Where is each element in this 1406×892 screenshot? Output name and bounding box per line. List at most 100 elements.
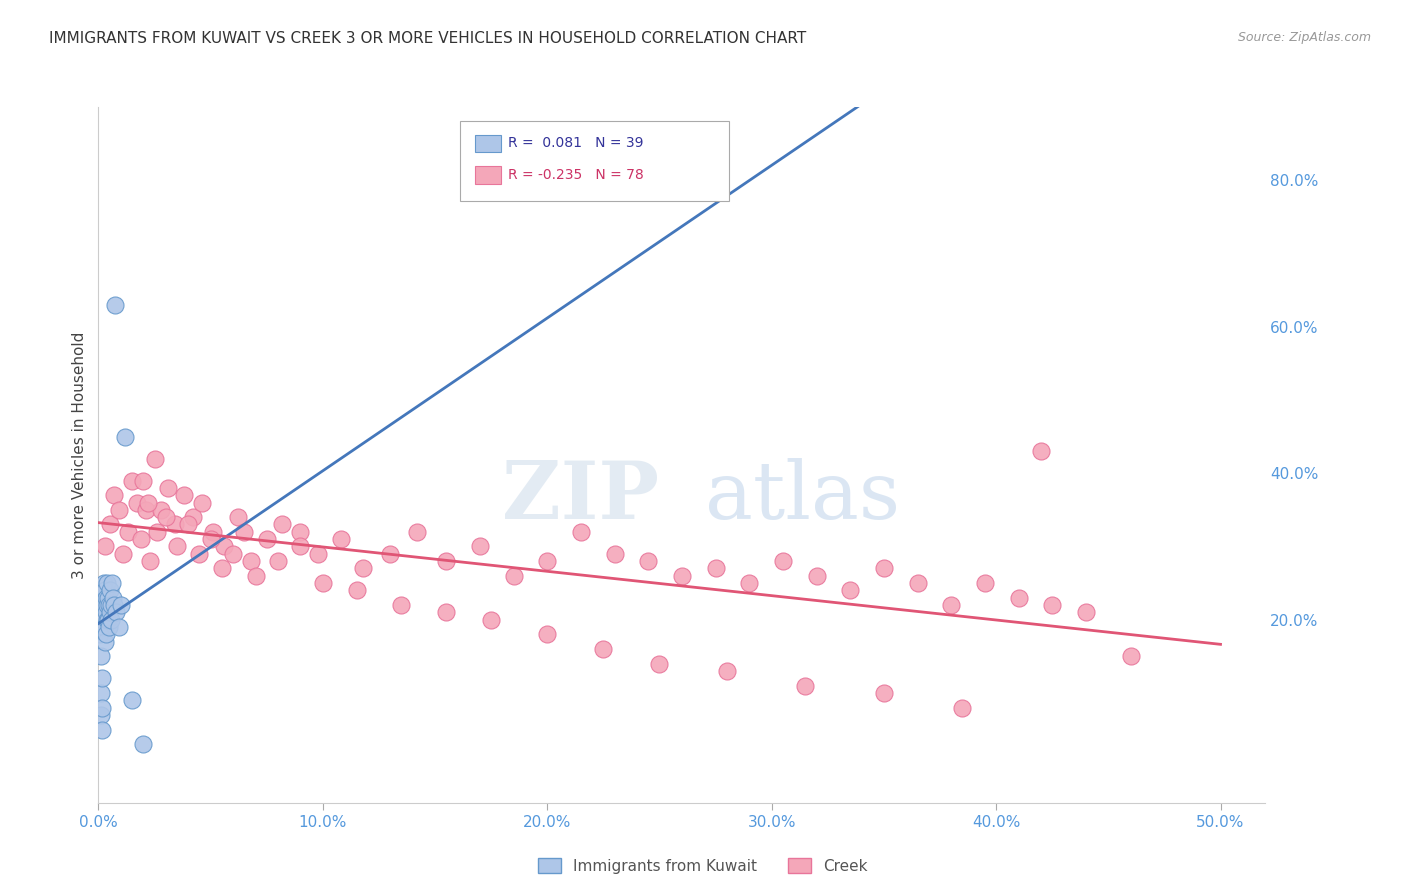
Point: [173, 488, 195, 502]
Point: [873, 686, 896, 700]
Point: [271, 517, 294, 532]
Point: [103, 488, 125, 502]
Point: [212, 540, 235, 554]
Point: [94, 540, 117, 554]
Point: [226, 510, 249, 524]
Point: [96, 613, 118, 627]
Point: [1040, 598, 1063, 612]
Point: [352, 561, 374, 575]
Text: R =  0.081   N = 39: R = 0.081 N = 39: [508, 136, 644, 150]
Point: [290, 524, 312, 539]
Point: [91, 671, 114, 685]
Point: [96, 591, 118, 605]
Text: R = -0.235   N = 78: R = -0.235 N = 78: [508, 168, 644, 182]
Point: [1007, 591, 1029, 605]
Point: [100, 598, 122, 612]
Point: [150, 503, 173, 517]
Point: [105, 606, 128, 620]
Text: IMMIGRANTS FROM KUWAIT VS CREEK 3 OR MORE VEHICLES IN HOUSEHOLD CORRELATION CHAR: IMMIGRANTS FROM KUWAIT VS CREEK 3 OR MOR…: [49, 31, 807, 46]
Point: [96, 598, 118, 612]
Point: [406, 524, 429, 539]
Point: [738, 576, 761, 591]
Point: [155, 510, 177, 524]
Point: [94, 627, 117, 641]
Point: [90, 723, 112, 737]
Point: [536, 627, 558, 641]
Point: [188, 547, 211, 561]
Point: [97, 598, 120, 612]
Bar: [475, 135, 501, 153]
Point: [389, 598, 412, 612]
Point: [222, 547, 245, 561]
Point: [973, 576, 995, 591]
Point: [143, 451, 166, 466]
Point: [101, 591, 124, 605]
Point: [502, 568, 524, 582]
Point: [716, 664, 738, 678]
Point: [91, 613, 114, 627]
Point: [114, 429, 136, 443]
Point: [479, 613, 502, 627]
Point: [671, 568, 693, 582]
Point: [93, 591, 115, 605]
Point: [245, 568, 267, 582]
Point: [125, 495, 148, 509]
Point: [94, 606, 117, 620]
Point: [89, 627, 111, 641]
FancyBboxPatch shape: [460, 121, 728, 201]
Point: [98, 517, 121, 532]
Point: [211, 561, 233, 575]
Point: [177, 517, 200, 532]
Point: [907, 576, 929, 591]
Point: [121, 693, 143, 707]
Point: [110, 598, 132, 612]
Point: [1029, 444, 1052, 458]
Point: [806, 568, 828, 582]
Point: [290, 540, 312, 554]
Point: [90, 649, 112, 664]
Point: [121, 474, 143, 488]
Point: [569, 524, 592, 539]
Point: [132, 737, 155, 751]
Y-axis label: 3 or more Vehicles in Household: 3 or more Vehicles in Household: [72, 331, 87, 579]
Point: [146, 524, 169, 539]
Point: [112, 547, 135, 561]
Point: [267, 554, 290, 568]
Point: [329, 532, 352, 546]
Point: [90, 707, 112, 722]
Point: [704, 561, 727, 575]
Point: [307, 547, 329, 561]
Point: [190, 495, 212, 509]
Point: [648, 657, 671, 671]
Bar: [475, 166, 501, 184]
Text: Source: ZipAtlas.com: Source: ZipAtlas.com: [1237, 31, 1371, 45]
Point: [93, 634, 115, 648]
Point: [941, 598, 963, 612]
Point: [96, 576, 118, 591]
Point: [434, 554, 457, 568]
Point: [256, 532, 278, 546]
Point: [93, 576, 115, 591]
Point: [592, 642, 614, 657]
Point: [380, 547, 402, 561]
Point: [103, 598, 125, 612]
Point: [536, 554, 558, 568]
Point: [200, 532, 222, 546]
Point: [952, 700, 974, 714]
Point: [132, 474, 155, 488]
Point: [1074, 606, 1097, 620]
Point: [181, 510, 204, 524]
Point: [94, 583, 117, 598]
Point: [129, 532, 152, 546]
Point: [839, 583, 862, 598]
Legend: Immigrants from Kuwait, Creek: Immigrants from Kuwait, Creek: [533, 852, 873, 880]
Point: [346, 583, 368, 598]
Point: [166, 540, 188, 554]
Point: [100, 613, 122, 627]
Point: [117, 524, 139, 539]
Point: [201, 524, 224, 539]
Point: [98, 620, 121, 634]
Point: [98, 583, 121, 598]
Point: [104, 298, 127, 312]
Point: [97, 591, 120, 605]
